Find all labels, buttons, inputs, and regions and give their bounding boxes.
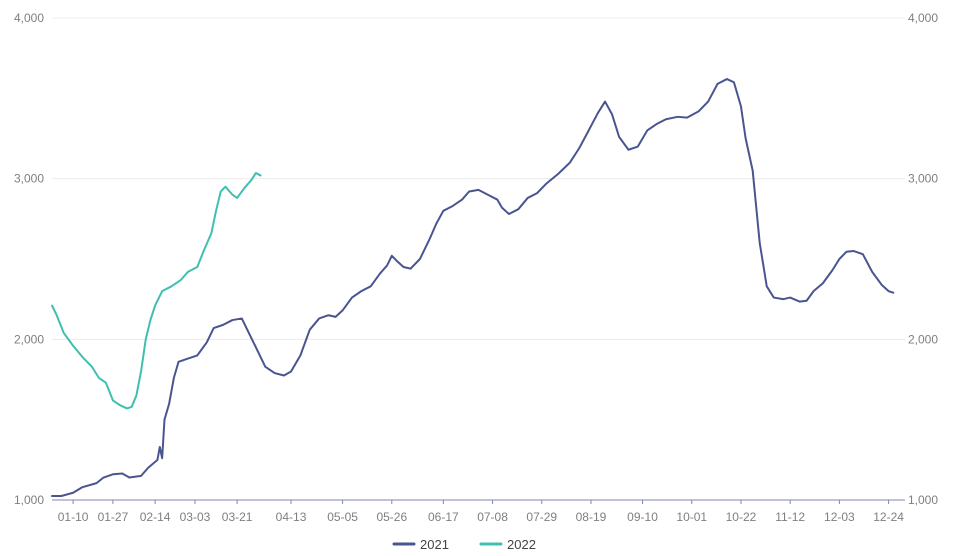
x-tick-label: 12-03 bbox=[824, 510, 855, 524]
x-tick-label: 03-03 bbox=[180, 510, 211, 524]
x-tick-label: 07-08 bbox=[477, 510, 508, 524]
x-tick-label: 06-17 bbox=[428, 510, 459, 524]
grid-lines bbox=[52, 17, 905, 340]
x-tick-label: 04-13 bbox=[276, 510, 307, 524]
y-tick-label-left: 2,000 bbox=[14, 332, 44, 346]
y-tick-label-left: 1,000 bbox=[14, 493, 44, 507]
x-tick-label: 10-01 bbox=[676, 510, 707, 524]
legend-label-2021: 2021 bbox=[420, 537, 449, 552]
y-tick-label-right: 4,000 bbox=[908, 11, 938, 25]
y-tick-label-left: 3,000 bbox=[14, 172, 44, 186]
y-tick-label-right: 1,000 bbox=[908, 493, 938, 507]
x-tick-label: 08-19 bbox=[576, 510, 607, 524]
x-tick-label: 02-14 bbox=[140, 510, 171, 524]
y-tick-label-right: 2,000 bbox=[908, 332, 938, 346]
x-tick-label: 12-24 bbox=[873, 510, 904, 524]
x-tick-label: 01-10 bbox=[58, 510, 89, 524]
x-tick-label: 07-29 bbox=[526, 510, 557, 524]
series-lines bbox=[51, 78, 895, 497]
legend-label-2022: 2022 bbox=[507, 537, 536, 552]
x-tick-label: 10-22 bbox=[726, 510, 757, 524]
y-tick-label-left: 4,000 bbox=[14, 11, 44, 25]
x-tick-label: 05-26 bbox=[376, 510, 407, 524]
x-tick-label: 09-10 bbox=[627, 510, 658, 524]
x-tick-label: 03-21 bbox=[222, 510, 253, 524]
x-tick-label: 05-05 bbox=[327, 510, 358, 524]
legend: 2021 2022 bbox=[392, 537, 536, 552]
series-line-2021 bbox=[51, 78, 895, 497]
x-tick-label: 11-12 bbox=[775, 510, 805, 524]
y-tick-label-right: 3,000 bbox=[908, 172, 938, 186]
axes: 1,000 1,000 2,000 2,000 3,000 3,000 4,000 4,000… bbox=[14, 11, 938, 524]
x-tick-label: 01-27 bbox=[98, 510, 129, 524]
series-line-2022 bbox=[51, 172, 262, 410]
